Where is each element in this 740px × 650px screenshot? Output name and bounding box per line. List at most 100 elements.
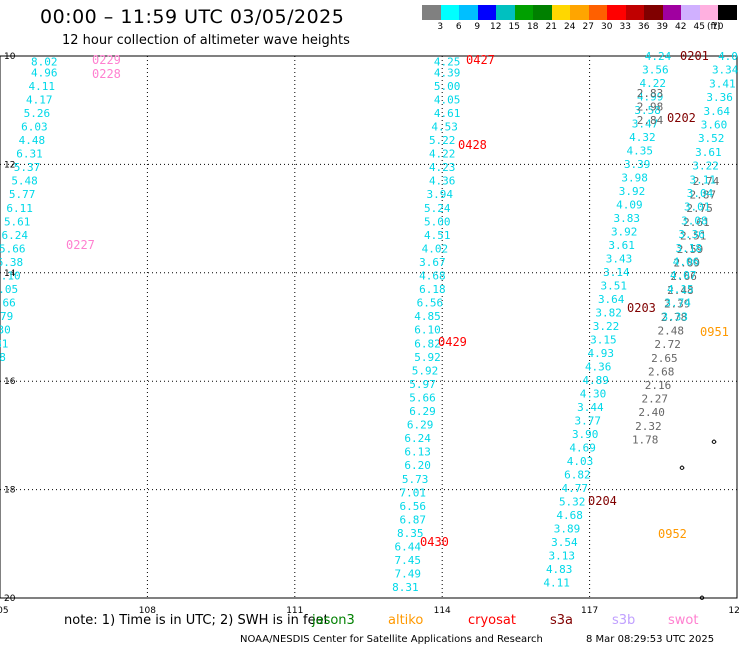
- lat-tick-label: 10: [4, 52, 16, 62]
- wave-height-value: 6.30: [0, 324, 11, 337]
- wave-height-value: 5.66: [0, 297, 16, 310]
- wave-height-value: 4.25: [434, 55, 461, 68]
- pass-time-label: 0952: [658, 527, 687, 541]
- wave-height-value: 3.52: [698, 132, 725, 145]
- color-scale-label: 6: [455, 22, 462, 32]
- wave-height-value: 6.10: [414, 324, 441, 337]
- color-swatch: [422, 5, 441, 20]
- wave-height-value: 4.30: [580, 388, 607, 401]
- wave-height-value: 3.15: [590, 334, 617, 347]
- wave-height-value: 4.83: [546, 563, 573, 576]
- wave-height-value: 3.11: [690, 173, 717, 186]
- wave-height-value: 2.72: [654, 338, 681, 351]
- wave-height-value: 4.68: [556, 509, 583, 522]
- wave-height-value: 2.39: [664, 297, 691, 310]
- wave-height-value: 2.87: [690, 189, 717, 202]
- wave-height-value: 3.56: [642, 64, 669, 77]
- wave-height-value: 2.27: [642, 393, 669, 406]
- wave-height-value: 4.23: [429, 161, 456, 174]
- color-swatch: [570, 5, 589, 20]
- wave-height-value: 4.05: [434, 93, 461, 106]
- wave-height-value: 8.02: [31, 55, 58, 68]
- wave-height-value: 5.26: [24, 107, 51, 120]
- legend-item-cryosat: cryosat: [468, 613, 516, 628]
- wave-height-value: 6.29: [409, 405, 436, 418]
- lat-tick-label: 12: [4, 160, 15, 170]
- wave-height-value: 4.03: [567, 455, 594, 468]
- wave-height-value: 2.74: [693, 175, 720, 188]
- wave-height-value: 3.60: [701, 119, 728, 132]
- wave-height-value: 6.24: [404, 432, 431, 445]
- wave-height-value: 4.36: [585, 361, 612, 374]
- wave-height-value: 4.35: [627, 145, 654, 158]
- legend-item-s3b: s3b: [612, 613, 636, 628]
- wave-height-value: 5.92: [412, 364, 439, 377]
- wave-height-value: 6.24: [1, 229, 28, 242]
- wave-height-value: 4.11: [543, 577, 570, 590]
- wave-height-value: 4.32: [629, 131, 656, 144]
- island-outline: [679, 465, 685, 470]
- color-scale-label: 45: [693, 22, 705, 32]
- wave-height-value: 3.89: [554, 523, 581, 536]
- wave-height-value: 3.61: [608, 239, 635, 252]
- wave-height-value: 3.39: [624, 158, 651, 171]
- wave-height-value: 4.39: [434, 66, 461, 79]
- wave-height-value: 3.08: [681, 214, 708, 227]
- color-scale-labels: 3 6 9 12 15 18 21 24 27 30 33 36 39 42 45 70: [422, 22, 727, 34]
- color-swatch: [496, 5, 515, 20]
- color-scale-label: 30: [601, 22, 613, 32]
- wave-height-value: 4.53: [431, 120, 458, 133]
- color-swatch: [625, 5, 644, 20]
- wave-height-value: 5.32: [559, 496, 586, 509]
- color-scale-label: 3: [437, 22, 444, 32]
- wave-height-value: 5.24: [424, 202, 451, 215]
- wave-height-value: 6.31: [16, 148, 43, 161]
- pass-time-label: 0427: [466, 53, 495, 67]
- lat-tick-label: 14: [4, 269, 16, 279]
- wave-height-value: 4.99: [637, 91, 664, 104]
- wave-height-value: 4.51: [424, 229, 451, 242]
- wave-height-value: 3.47: [632, 118, 659, 131]
- wave-height-value: 5.66: [409, 391, 436, 404]
- wave-height-value: 7.49: [395, 568, 422, 581]
- wave-height-value: 3.77: [575, 415, 602, 428]
- wave-height-value: 3.44: [577, 401, 604, 414]
- wave-height-value: 6.05: [0, 283, 18, 296]
- wave-height-value: 4.07: [670, 269, 697, 282]
- wave-height-value: 3.61: [695, 146, 722, 159]
- wave-height-value: 2.16: [645, 379, 672, 392]
- lon-tick-label: 117: [581, 606, 598, 616]
- island-outline: [699, 595, 705, 600]
- wave-height-value: 3.33: [662, 310, 689, 323]
- color-scale-label: 18: [527, 22, 539, 32]
- wave-height-value: 6.29: [407, 419, 434, 432]
- wave-height-value: 5.97: [409, 378, 436, 391]
- color-swatch: [607, 5, 626, 20]
- color-scale-label: 12: [490, 22, 502, 32]
- color-scale-label: 42: [675, 22, 687, 32]
- color-swatch: [459, 5, 478, 20]
- wave-height-value: 2.68: [648, 365, 675, 378]
- wave-height-value: 2.65: [651, 352, 678, 365]
- figure-title: 00:00 – 11:59 UTC 03/05/2025: [40, 6, 345, 28]
- footer-note: note: 1) Time is in UTC; 2) SWH is in fe…: [64, 613, 329, 628]
- legend-item-s3a: s3a: [550, 613, 574, 628]
- wave-height-value: 5.48: [11, 175, 38, 188]
- pass-time-label: 0202: [667, 111, 696, 125]
- wave-height-value: 2.84: [637, 114, 664, 127]
- wave-height-value: 4.69: [569, 442, 596, 455]
- wave-height-value: 3.41: [709, 77, 736, 90]
- color-swatch: [551, 5, 570, 20]
- wave-height-value: 2.66: [670, 270, 697, 283]
- color-swatch: [588, 5, 607, 20]
- lat-tick-label: 16: [4, 377, 16, 387]
- wave-height-value: 6.56: [399, 500, 426, 513]
- legend-item-jason3: jason3: [312, 613, 355, 628]
- wave-height-value: 3.34: [712, 64, 739, 77]
- wave-height-value: 4.96: [31, 66, 58, 79]
- wave-height-value: 6.18: [419, 283, 446, 296]
- wave-height-value: 3.92: [619, 185, 646, 198]
- wave-height-value: 8.35: [397, 527, 424, 540]
- wave-height-value: 4.93: [588, 347, 615, 360]
